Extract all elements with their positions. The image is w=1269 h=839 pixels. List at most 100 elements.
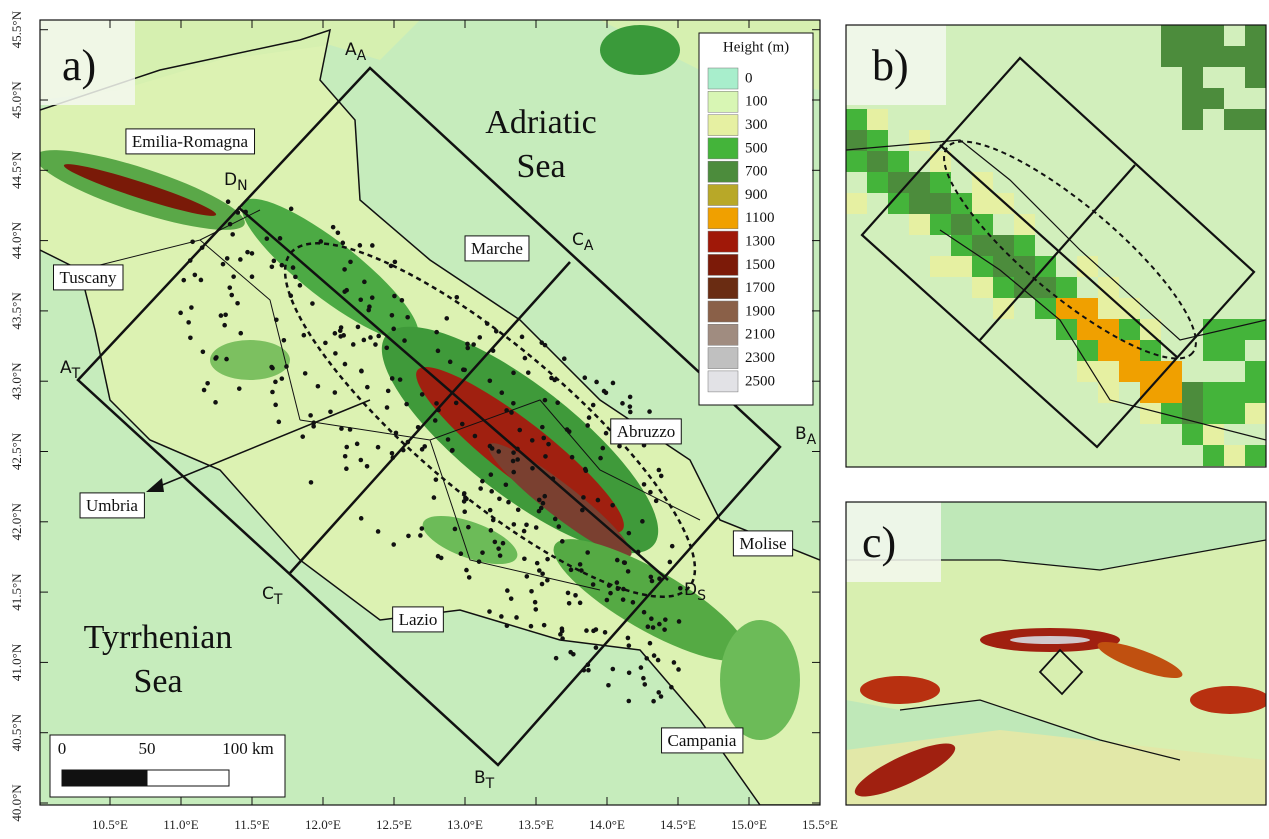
sea-label: Sea (516, 148, 565, 185)
elevation-pixel (846, 151, 867, 172)
station-dot (579, 568, 584, 573)
station-dot (539, 340, 544, 345)
station-dot (462, 509, 467, 514)
point-subscript: A (807, 432, 817, 448)
station-dot (662, 627, 667, 632)
elevation-pixel (930, 214, 951, 235)
station-dot (309, 480, 314, 485)
station-dot (530, 438, 535, 443)
point-subscript: T (273, 592, 283, 608)
station-dot (394, 431, 399, 436)
station-dot (529, 624, 534, 629)
elevation-pixel (972, 193, 993, 214)
lon-tick-label: 12.0°E (305, 817, 341, 832)
station-dot (422, 444, 427, 449)
legend-label: 100 (745, 94, 768, 110)
elevation-pixel (1077, 256, 1098, 277)
elevation-pixel (972, 214, 993, 235)
station-dot (600, 446, 605, 451)
elevation-pixel (1224, 46, 1245, 67)
station-dot (566, 591, 571, 596)
station-dot (358, 243, 363, 248)
legend-label: 1300 (745, 234, 775, 250)
lat-tick-label: 41.5°N (9, 573, 24, 611)
station-dot (343, 362, 348, 367)
legend-label: 1500 (745, 257, 775, 273)
point-letter: B (795, 424, 807, 444)
elevation-pixel (1140, 403, 1161, 424)
station-dot (567, 601, 572, 606)
station-dot (585, 423, 590, 428)
elevation-pixel (846, 193, 867, 214)
elevation-pixel (1014, 256, 1035, 277)
station-dot (450, 448, 455, 453)
station-dot (487, 609, 492, 614)
station-dot (274, 317, 279, 322)
station-dot (477, 559, 482, 564)
station-dot (336, 230, 341, 235)
station-dot (585, 550, 590, 555)
station-dot (348, 260, 353, 265)
station-dot (587, 415, 592, 420)
station-dot (591, 582, 596, 587)
point-letter: B (474, 768, 486, 788)
lon-tick-label: 14.5°E (660, 817, 696, 832)
station-dot (520, 335, 525, 340)
station-dot (282, 338, 287, 343)
point-subscript: T (71, 366, 81, 382)
station-dot (308, 413, 313, 418)
station-dot (670, 544, 675, 549)
station-dot (471, 342, 476, 347)
station-dot (389, 264, 394, 269)
station-dot (570, 455, 575, 460)
station-dot (444, 316, 449, 321)
region-label: Molise (739, 534, 786, 553)
lon-tick-label: 10.5°E (92, 817, 128, 832)
station-dot (230, 232, 235, 237)
station-dot (642, 610, 647, 615)
station-dot (213, 400, 218, 405)
station-dot (448, 360, 453, 365)
station-dot (284, 364, 289, 369)
elevation-pixel (1098, 340, 1119, 361)
station-dot (586, 668, 591, 673)
station-dot (514, 615, 519, 620)
station-dot (223, 312, 228, 317)
elevation-pixel (1140, 382, 1161, 403)
station-dot (554, 656, 559, 661)
station-dot (626, 636, 631, 641)
elevation-pixel (1203, 319, 1224, 340)
legend-swatch (708, 278, 738, 299)
station-dot (546, 442, 551, 447)
station-dot (278, 236, 283, 241)
station-dot (420, 526, 425, 531)
station-dot (651, 699, 656, 704)
sea-label: Sea (133, 663, 182, 700)
station-dot (376, 334, 381, 339)
station-dot (603, 630, 608, 635)
station-dot (560, 629, 565, 634)
lat-tick-label: 43.5°N (9, 292, 24, 330)
station-dot (533, 607, 538, 612)
elevation-pixel (1098, 361, 1119, 382)
station-dot (504, 408, 509, 413)
station-dot (273, 380, 278, 385)
station-dot (511, 450, 516, 455)
station-dot (642, 682, 647, 687)
station-dot (540, 425, 545, 430)
elevation-pixel (1077, 340, 1098, 361)
station-dot (390, 451, 395, 456)
station-dot (573, 593, 578, 598)
station-dot (229, 293, 234, 298)
station-dot (646, 624, 651, 629)
region-label: Umbria (86, 496, 138, 515)
legend-label: 0 (745, 70, 753, 86)
station-dot (359, 516, 364, 521)
station-dot (269, 365, 274, 370)
station-dot (303, 371, 308, 376)
station-dot (663, 617, 668, 622)
legend-swatch (708, 301, 738, 322)
elevation-pixel (1140, 340, 1161, 361)
station-dot (463, 496, 468, 501)
elevation-pixel (1014, 214, 1035, 235)
